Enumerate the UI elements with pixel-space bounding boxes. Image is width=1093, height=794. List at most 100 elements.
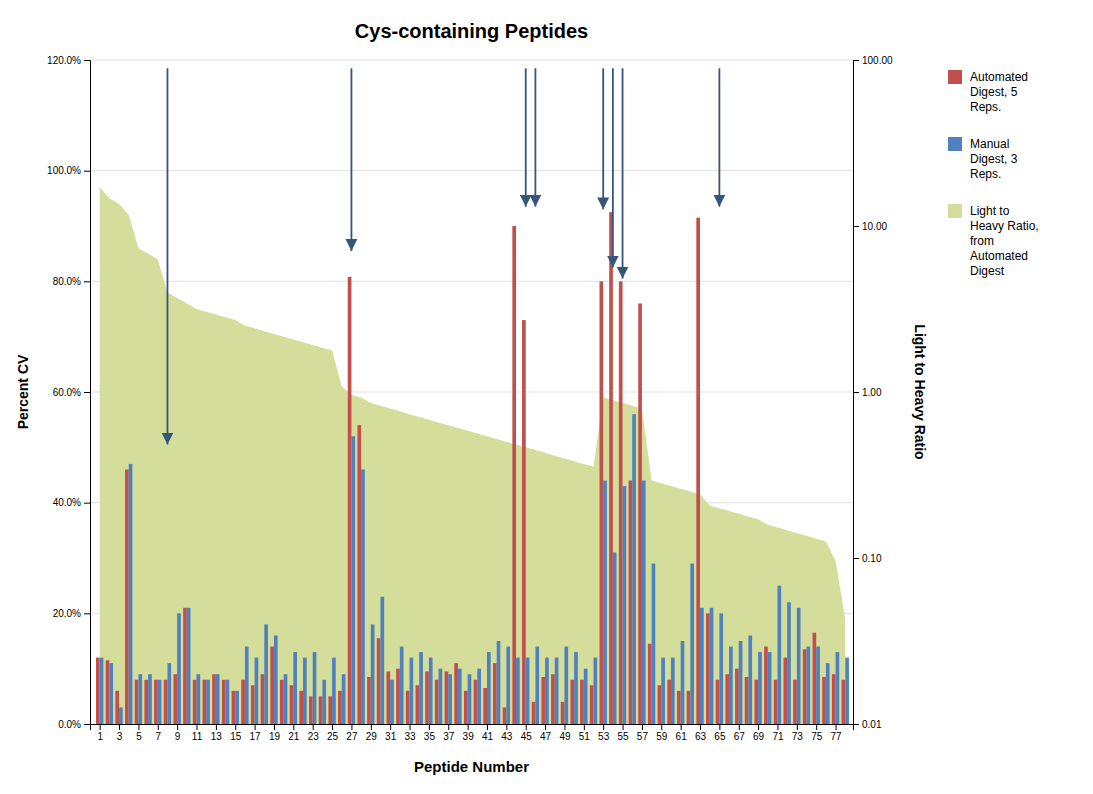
bar <box>274 635 278 724</box>
bar <box>348 277 352 724</box>
tick-mark <box>700 724 701 730</box>
tick: 49 <box>559 724 571 742</box>
bar <box>309 696 313 724</box>
bar <box>671 658 675 724</box>
tick-label: 57 <box>637 731 649 742</box>
bar <box>551 674 555 724</box>
tick-label: 47 <box>540 731 552 742</box>
tick: 35 <box>424 724 436 742</box>
tick: 61 <box>676 724 688 742</box>
legend-label: ManualDigest, 3Reps. <box>970 137 1018 181</box>
tick: 29 <box>366 724 378 742</box>
axis-line <box>854 61 860 725</box>
tick-label: 0.0% <box>58 719 81 730</box>
tick: 53 <box>598 724 610 742</box>
bar <box>435 680 439 724</box>
bar <box>661 658 665 724</box>
tick: 80.0% <box>53 276 90 287</box>
bar <box>425 671 429 724</box>
bar <box>419 652 423 724</box>
tick-mark <box>816 724 817 730</box>
legend-label: Light toHeavy Ratio,fromAutomatedDigest <box>970 204 1039 278</box>
tick-mark <box>138 724 139 730</box>
legend-label-line: Digest, 3 <box>970 152 1018 166</box>
tick-label: 37 <box>443 731 455 742</box>
tick-mark <box>853 60 859 61</box>
bar <box>416 685 420 724</box>
grid-line <box>90 281 853 282</box>
tick-mark <box>487 724 488 730</box>
tick-mark <box>84 613 90 614</box>
bar <box>158 680 162 724</box>
y-axis-title: Percent CV <box>15 354 31 429</box>
bar <box>842 680 846 724</box>
legend-label-line: from <box>970 234 994 248</box>
tick-label: 19 <box>269 731 281 742</box>
bar <box>164 680 168 724</box>
tick-mark <box>797 724 798 730</box>
tick: 10.00 <box>853 221 887 232</box>
tick: 77 <box>831 724 843 742</box>
bar <box>600 281 604 724</box>
tick-mark <box>410 724 411 730</box>
bar <box>448 674 452 724</box>
tick-mark <box>158 724 159 730</box>
tick-mark <box>84 60 90 61</box>
tick: 47 <box>540 724 552 742</box>
bar <box>458 669 462 724</box>
tick: 0.01 <box>853 719 882 730</box>
bar <box>232 691 236 724</box>
plot-area: 1357911131517192123252729313335373941434… <box>15 55 1039 775</box>
tick-mark <box>853 392 859 393</box>
tick: 11 <box>192 724 203 742</box>
legend-label-line: Light to <box>970 204 1010 218</box>
tick-label: 63 <box>695 731 707 742</box>
bar <box>222 680 226 724</box>
bar <box>710 608 714 724</box>
tick-mark <box>739 724 740 730</box>
bar <box>264 624 268 724</box>
legend-label-line: Automated <box>970 249 1028 263</box>
legend-item: Light toHeavy Ratio,fromAutomatedDigest <box>948 204 1039 278</box>
bar <box>235 691 239 724</box>
tick-mark <box>216 724 217 730</box>
bar <box>719 613 723 724</box>
arrow <box>525 68 527 206</box>
bar <box>716 680 720 724</box>
tick: 0.10 <box>853 553 882 564</box>
tick: 17 <box>250 724 262 742</box>
tick-mark <box>429 724 430 730</box>
bar <box>580 680 584 724</box>
bar <box>313 652 317 724</box>
bar <box>832 674 836 724</box>
tick: 120.0% <box>47 55 90 66</box>
bar <box>173 674 177 724</box>
tick: 21 <box>288 724 300 742</box>
bar <box>193 680 197 724</box>
bar <box>167 663 171 724</box>
tick-mark <box>84 171 90 172</box>
tick-mark <box>84 281 90 282</box>
tick-label: 43 <box>501 731 513 742</box>
bar <box>532 702 536 724</box>
tick-label: 71 <box>772 731 784 742</box>
tick-label: 61 <box>676 731 688 742</box>
tick-mark <box>853 558 859 559</box>
tick: 63 <box>695 724 707 742</box>
bar <box>797 608 801 724</box>
tick-mark <box>564 724 565 730</box>
bar <box>483 688 487 724</box>
tick-mark <box>681 724 682 730</box>
bar <box>183 608 187 724</box>
bar <box>793 680 797 724</box>
bar <box>386 671 390 724</box>
bar <box>506 647 510 724</box>
tick-label: 65 <box>714 731 726 742</box>
legend-swatch <box>948 204 962 218</box>
tick-mark <box>719 724 720 730</box>
bar <box>783 658 787 724</box>
tick-label: 51 <box>579 731 591 742</box>
tick-mark <box>84 503 90 504</box>
bar <box>574 652 578 724</box>
tick-label: 7 <box>155 731 161 742</box>
